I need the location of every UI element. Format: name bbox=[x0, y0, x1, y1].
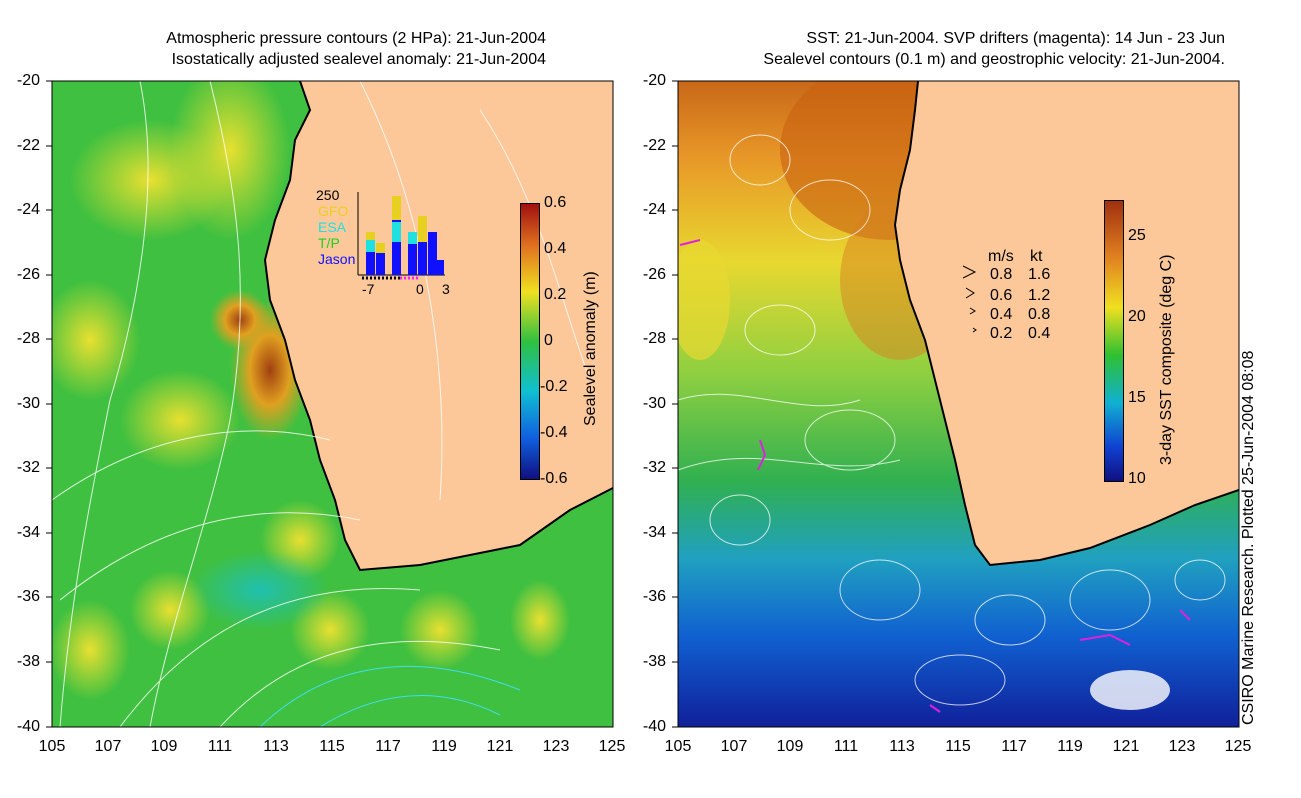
left-title-line1: Atmospheric pressure contours (2 HPa): 2… bbox=[166, 30, 546, 47]
left-ytick: -38 bbox=[16, 653, 40, 670]
inset-legend-tp: T/P bbox=[318, 235, 340, 251]
right-xtick: 105 bbox=[664, 738, 692, 755]
inset-xtick: -7 bbox=[362, 281, 375, 297]
left-xtick: 113 bbox=[263, 738, 289, 755]
right-ytick: -36 bbox=[642, 588, 666, 605]
velocity-legend-kt: 1.2 bbox=[1028, 287, 1051, 304]
right-xtick: 111 bbox=[833, 738, 859, 755]
velocity-legend-kt: 0.8 bbox=[1028, 306, 1051, 323]
right-xtick: 107 bbox=[720, 738, 748, 755]
left-cb-tick: 0.6 bbox=[544, 194, 567, 211]
right-ytick: -22 bbox=[642, 137, 666, 154]
left-ytick: -28 bbox=[16, 330, 40, 347]
left-xtick: 119 bbox=[431, 738, 457, 755]
left-xtick: 125 bbox=[598, 738, 626, 755]
right-ytick: -30 bbox=[642, 395, 666, 412]
right-ytick: -38 bbox=[642, 653, 666, 670]
right-title-line2: Sealevel contours (0.1 m) and geostrophi… bbox=[763, 51, 1225, 68]
right-xtick: 117 bbox=[1001, 738, 1027, 755]
right-ytick: -20 bbox=[642, 72, 666, 89]
left-xtick: 109 bbox=[150, 738, 178, 755]
right-xtick: 119 bbox=[1057, 738, 1083, 755]
left-xtick: 107 bbox=[94, 738, 122, 755]
left-cb-tick: -0.4 bbox=[540, 424, 568, 441]
left-xtick: 105 bbox=[38, 738, 66, 755]
left-xtick: 115 bbox=[319, 738, 345, 755]
right-xtick: 123 bbox=[1168, 738, 1196, 755]
left-cb-tick: 0 bbox=[544, 332, 553, 349]
credit-text: CSIRO Marine Research. Plotted 25-Jun-20… bbox=[1240, 350, 1257, 725]
left-xtick: 117 bbox=[375, 738, 401, 755]
velocity-legend-kt: 1.6 bbox=[1028, 266, 1051, 283]
left-ytick: -20 bbox=[16, 72, 40, 89]
inset-y-top: 250 bbox=[316, 187, 340, 203]
left-ytick: -30 bbox=[16, 395, 40, 412]
right-cb-tick: 25 bbox=[1128, 227, 1146, 244]
right-xtick: 125 bbox=[1224, 738, 1252, 755]
right-colorbar bbox=[1104, 200, 1124, 482]
right-xtick: 121 bbox=[1112, 738, 1140, 755]
left-title-line2: Isostatically adjusted sealevel anomaly:… bbox=[171, 51, 546, 68]
left-xtick: 123 bbox=[542, 738, 570, 755]
right-ytick: -34 bbox=[642, 524, 666, 541]
right-cb-tick: 15 bbox=[1128, 389, 1146, 406]
right-xtick: 113 bbox=[889, 738, 915, 755]
velocity-legend-arrows bbox=[962, 265, 977, 333]
left-xtick: 111 bbox=[207, 738, 233, 755]
left-ytick: -22 bbox=[16, 137, 40, 154]
left-ytick: -32 bbox=[16, 459, 40, 476]
right-ytick: -28 bbox=[642, 330, 666, 347]
inset-legend-jason: Jason bbox=[318, 251, 356, 267]
right-xtick: 115 bbox=[945, 738, 971, 755]
right-ytick: -24 bbox=[642, 201, 666, 218]
velocity-legend-ms: 0.6 bbox=[990, 287, 1013, 304]
inset-xtick: 0 bbox=[416, 281, 424, 297]
right-xtick: 109 bbox=[776, 738, 804, 755]
right-colorbar-label: 3-day SST composite (deg C) bbox=[1158, 254, 1175, 465]
right-title-line1: SST: 21-Jun-2004. SVP drifters (magenta)… bbox=[806, 30, 1225, 47]
right-ytick: -32 bbox=[642, 459, 666, 476]
velocity-legend-ms: 0.8 bbox=[990, 266, 1013, 283]
inset-legend-gfo: GFO bbox=[318, 203, 349, 219]
right-ytick: -26 bbox=[642, 266, 666, 283]
left-cb-tick: 0.4 bbox=[544, 240, 567, 257]
right-cb-tick: 20 bbox=[1128, 308, 1146, 325]
velocity-legend-header-kt: kt bbox=[1030, 248, 1043, 265]
inset-histogram bbox=[357, 192, 445, 280]
inset-xtick: 3 bbox=[442, 281, 450, 297]
inset-legend-esa: ESA bbox=[318, 219, 347, 235]
velocity-legend-ms: 0.4 bbox=[990, 306, 1013, 323]
left-ytick: -40 bbox=[16, 718, 40, 735]
velocity-legend-header-ms: m/s bbox=[988, 248, 1014, 265]
left-ytick: -34 bbox=[16, 524, 40, 541]
left-colorbar bbox=[520, 203, 540, 480]
left-xtick: 121 bbox=[486, 738, 514, 755]
left-cb-tick: -0.6 bbox=[540, 470, 568, 487]
left-ytick: -26 bbox=[16, 266, 40, 283]
left-ytick: -24 bbox=[16, 201, 40, 218]
velocity-legend-ms: 0.2 bbox=[990, 325, 1013, 342]
right-cb-tick: 10 bbox=[1128, 470, 1146, 487]
left-ytick: -36 bbox=[16, 588, 40, 605]
velocity-legend-kt: 0.4 bbox=[1028, 325, 1051, 342]
left-cb-tick: -0.2 bbox=[540, 378, 568, 395]
right-ytick: -40 bbox=[642, 718, 666, 735]
left-cb-tick: 0.2 bbox=[544, 286, 567, 303]
